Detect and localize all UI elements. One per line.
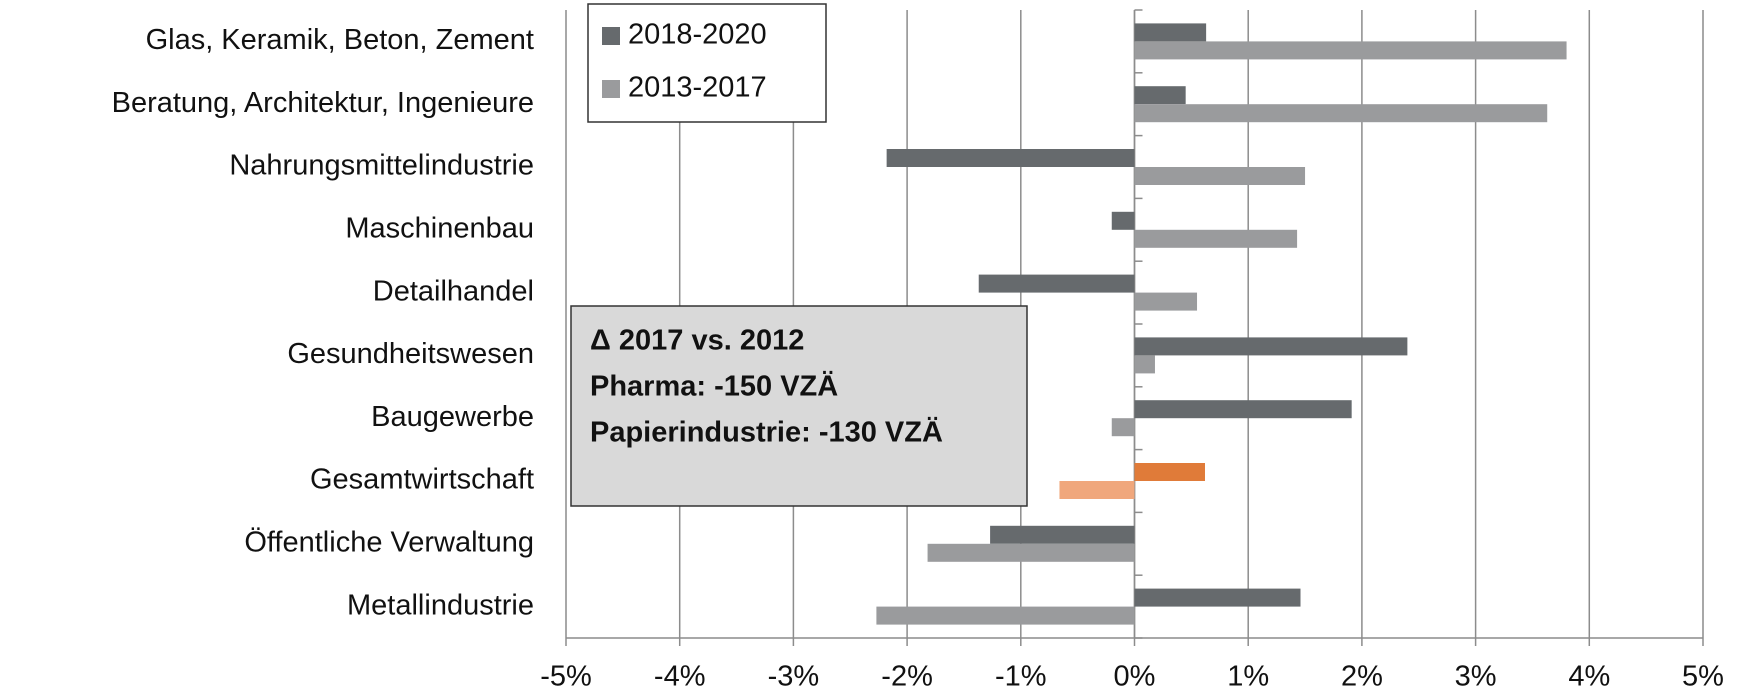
bar [1134,588,1301,607]
x-tick-label: 4% [1568,661,1610,693]
bar [1134,23,1207,42]
bar [1134,400,1352,419]
bar [1059,481,1135,499]
x-tick-label: 1% [1227,661,1269,693]
y-tick-label: Gesamtwirtschaft [310,464,534,496]
y-tick-label: Baugewerbe [371,401,534,433]
bar [1134,337,1408,356]
x-tick-label: -3% [768,661,820,693]
legend-swatch [602,80,620,98]
y-tick-label: Gesundheitswesen [287,338,534,370]
y-tick-label: Glas, Keramik, Beton, Zement [146,24,534,56]
y-tick-label: Beratung, Architektur, Ingenieure [112,87,534,119]
y-tick-label: Maschinenbau [345,212,534,244]
bar [1134,86,1186,105]
bar [1134,41,1567,60]
annotation-line: Δ 2017 vs. 2012 [590,325,804,357]
x-tick-label: -2% [881,661,933,693]
legend-swatch [602,27,620,45]
y-tick-label: Detailhandel [373,275,534,307]
bar [886,149,1135,167]
y-tick-label: Nahrungsmittelindustrie [229,150,534,182]
annotation-background [570,305,1028,507]
bar [1134,355,1155,374]
bar [1134,292,1198,311]
y-tick-label: Metallindustrie [347,589,534,621]
x-tick-label: 3% [1455,661,1497,693]
bar [1134,229,1298,248]
x-tick-label: 5% [1682,661,1724,693]
annotation-box: Δ 2017 vs. 2012 Pharma: -150 VZÄ Papieri… [570,305,1028,507]
y-tick-label: Öffentliche Verwaltung [244,526,534,558]
x-tick-label: 2% [1341,661,1383,693]
legend-label: 2013-2017 [628,72,767,104]
bar [1111,211,1135,230]
x-tick-label: 0% [1114,661,1156,693]
legend: 2018-2020 2013-2017 [587,3,827,123]
x-tick-label: -4% [654,661,706,693]
x-tick-label: -1% [995,661,1047,693]
annotation-line: Pharma: -150 VZÄ [590,370,838,403]
bar [1134,104,1548,123]
bar [990,525,1135,544]
bar [978,274,1135,293]
legend-label: 2018-2020 [628,19,767,51]
legend-background [587,3,827,123]
bar [927,543,1135,562]
bar [1134,463,1205,481]
bar [1134,167,1306,185]
x-tick-label: -5% [540,661,592,693]
annotation-line: Papierindustrie: -130 VZÄ [590,416,943,449]
bar [1111,418,1135,437]
bar [876,606,1135,625]
